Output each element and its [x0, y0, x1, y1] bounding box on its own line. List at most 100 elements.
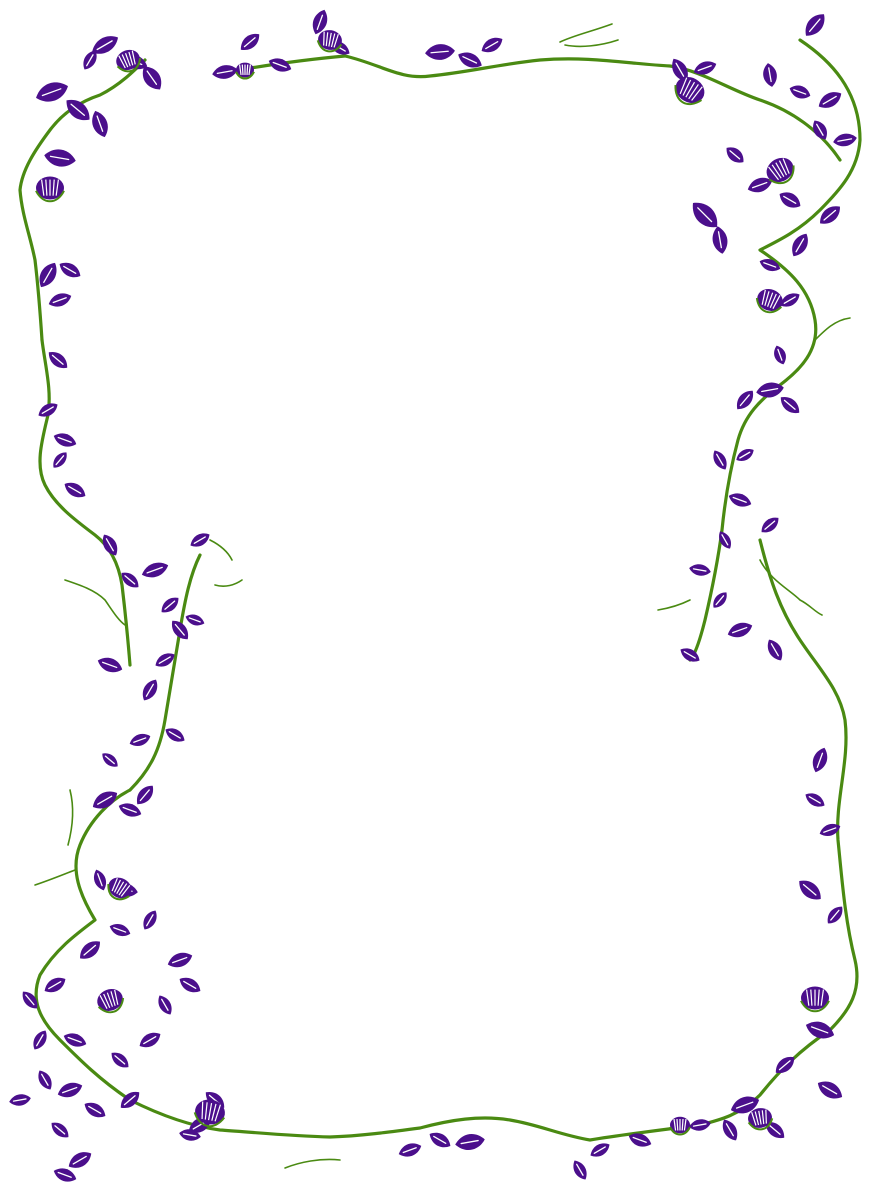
flower-bud-icon [800, 986, 830, 1013]
flower-bud-icon [316, 30, 343, 53]
leaf-icon [53, 452, 67, 468]
leaf-icon [51, 1122, 69, 1138]
tendril [564, 39, 619, 48]
tendril [284, 1158, 341, 1169]
leaf-icon [33, 1030, 47, 1050]
leaf-icon [756, 382, 784, 398]
leaf-icon [179, 1129, 201, 1141]
leaf-icon [722, 1119, 738, 1141]
leaf-icon [141, 562, 169, 578]
leaf-icon [48, 351, 68, 369]
leaf-icon [121, 572, 139, 588]
leaf-icon [761, 517, 779, 533]
leaf-icon [792, 233, 808, 257]
leaf-icon [833, 133, 857, 147]
leaf-icon [799, 880, 821, 900]
leaf-icon [812, 747, 828, 773]
leaf-icon [212, 65, 238, 79]
leaf-icon [64, 482, 86, 498]
leaf-icon [120, 1091, 140, 1109]
leaf-icon [805, 1021, 835, 1039]
leaf-icon [84, 1102, 106, 1118]
leaf-icon [38, 403, 58, 417]
leaf-icon [818, 92, 842, 108]
tendril [214, 579, 243, 587]
leaf-icon [129, 733, 151, 746]
leaf-icon [92, 110, 108, 138]
flower-bud-icon [35, 176, 65, 203]
leaf-icon [158, 995, 172, 1015]
leaf-icon [44, 149, 76, 167]
leaf-icon [628, 1133, 652, 1147]
leaf-icon [713, 592, 727, 608]
vine-stem [213, 54, 842, 162]
leaf-icon [240, 33, 260, 51]
leaf-icon [775, 1056, 795, 1074]
leaf-icon [789, 85, 811, 99]
tendril [34, 869, 76, 886]
tendril [814, 317, 851, 341]
leaf-icon [142, 679, 158, 701]
leaf-icon [139, 1032, 161, 1048]
leaf-icon [398, 1143, 422, 1157]
leaf-icon [730, 1096, 760, 1114]
flower-bud-icon [116, 49, 142, 73]
flower-bud-icon [766, 157, 795, 185]
leaf-icon [713, 450, 727, 470]
leaf-icon [817, 1081, 843, 1099]
tendril [759, 559, 823, 616]
leaf-icon [142, 66, 162, 90]
leaf-icon [728, 493, 752, 507]
leaf-icon [83, 50, 97, 70]
leaf-icon [268, 58, 292, 72]
leaf-icon [53, 1168, 77, 1182]
leaf-icon [39, 262, 57, 288]
leaf-icon [36, 82, 68, 102]
leaf-icon [94, 869, 107, 891]
leaf-icon [819, 823, 841, 836]
leaf-icon [767, 639, 783, 661]
leaf-icon [161, 597, 179, 613]
leaf-icon [719, 531, 731, 549]
leaf-icon [171, 620, 189, 640]
leaf-icon [590, 1143, 610, 1157]
leaf-icon [780, 396, 800, 414]
leaf-icon [805, 14, 825, 36]
leaf-icon [92, 36, 118, 54]
leaf-icon [190, 533, 210, 547]
leaf-icon [680, 648, 700, 662]
leaf-icon [689, 564, 711, 576]
leaf-icon [759, 259, 781, 272]
leaf-icon [712, 226, 728, 254]
leaf-icon [689, 1119, 711, 1131]
leaf-icon [63, 1033, 87, 1047]
tendril [209, 539, 233, 561]
tendril [657, 599, 691, 611]
leaf-icon [693, 61, 717, 75]
vine-stem [18, 58, 147, 342]
leaf-icon [38, 1070, 52, 1090]
flower-bud-icon [97, 989, 125, 1014]
flower-bud-icon [669, 1116, 691, 1136]
leaf-icon [672, 58, 688, 82]
vine-stem [698, 538, 859, 1127]
leaf-icon [736, 449, 754, 461]
vine-tendrils [34, 23, 851, 1169]
leaf-icon [573, 1160, 587, 1180]
leaf-icon [774, 345, 786, 365]
leaf-icon [813, 120, 827, 140]
leaf-icon [780, 293, 800, 307]
vine-stem [128, 553, 202, 792]
flower-bud-icon [107, 877, 132, 901]
leaf-icon [727, 622, 753, 638]
flower-bud-icon [747, 1108, 774, 1131]
flower-bud-icon [235, 62, 255, 80]
flower-bud-icon [674, 76, 705, 106]
leaf-icon [92, 791, 118, 809]
vine-stem [128, 1098, 702, 1142]
leaf-icon [97, 657, 123, 673]
leaf-icon [102, 753, 118, 767]
leaf-icon [692, 202, 718, 228]
vine-stem [688, 38, 862, 662]
